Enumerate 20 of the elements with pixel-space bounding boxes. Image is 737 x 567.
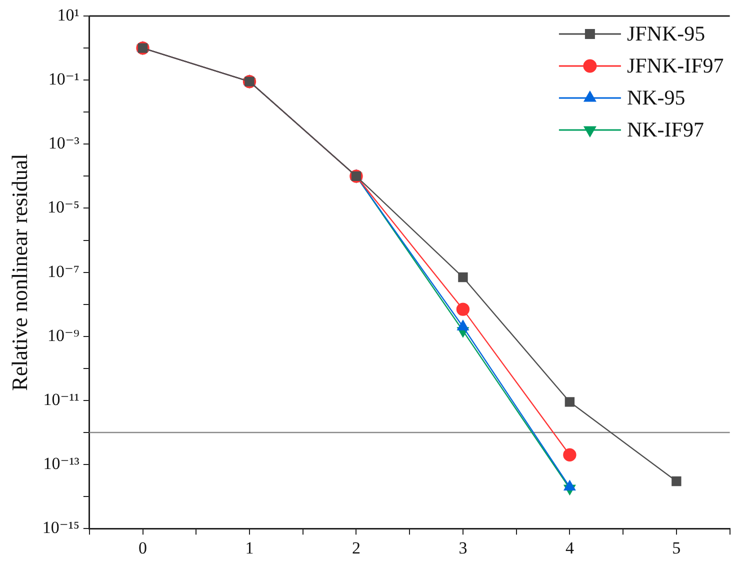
legend-label: NK-IF97 bbox=[626, 118, 704, 142]
x-tick-label: 5 bbox=[672, 538, 681, 558]
x-tick-label: 4 bbox=[565, 538, 574, 558]
y-axis-title: Relative nonlinear residual bbox=[6, 154, 32, 391]
y-tick-label: 10⁻¹¹ bbox=[43, 390, 80, 409]
x-tick-label: 3 bbox=[458, 538, 468, 558]
legend-label: NK-95 bbox=[626, 86, 686, 110]
y-tick-label: 10⁻¹⁵ bbox=[42, 518, 80, 538]
y-tick-label: 10⁻¹³ bbox=[43, 454, 80, 473]
y-tick-label: 10¹ bbox=[57, 5, 80, 24]
y-tick-label: 10⁻³ bbox=[48, 134, 80, 153]
y-tick-label: 10⁻¹ bbox=[48, 70, 80, 89]
y-tick-label: 10⁻⁵ bbox=[47, 198, 80, 217]
x-tick-label: 2 bbox=[352, 538, 360, 558]
y-tick-label: 10⁻⁹ bbox=[47, 326, 80, 345]
x-tick-label: 1 bbox=[245, 538, 254, 558]
legend-label: JFNK-95 bbox=[626, 22, 706, 46]
y-tick-label: 10⁻⁷ bbox=[47, 262, 80, 281]
x-tick-label: 0 bbox=[138, 538, 148, 558]
legend-label: JFNK-IF97 bbox=[626, 54, 724, 78]
